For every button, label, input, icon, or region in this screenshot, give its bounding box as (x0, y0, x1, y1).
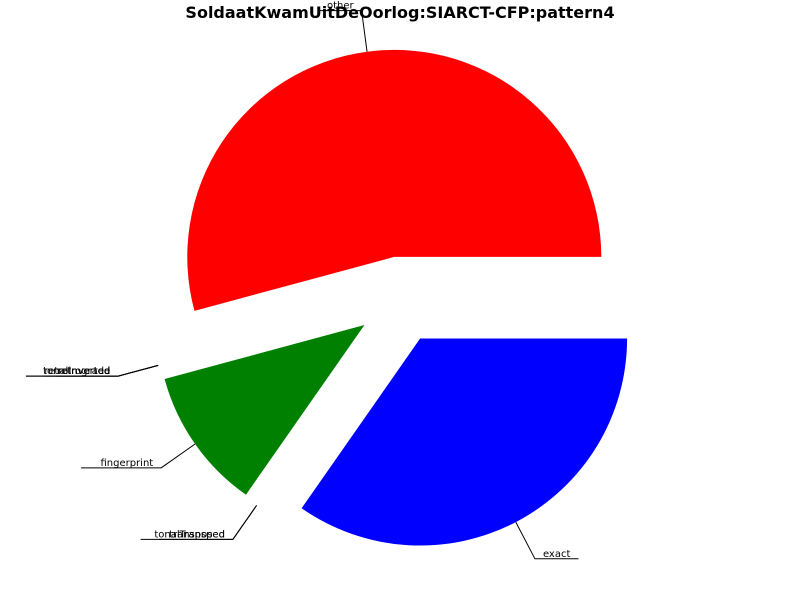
slice-exact (301, 338, 628, 546)
leader-line-other (318, 10, 368, 52)
slice-label-tonal-inverted: tonalInverted (43, 366, 110, 377)
slice-label-retrograde: retrograde (57, 366, 110, 377)
slice-other (187, 49, 602, 311)
slice-label-tonal-transped: tonalTransped (154, 529, 225, 540)
chart-title: SoldaatKwamUitDeOorlog:SIARCT-CFP:patter… (185, 3, 614, 22)
slice-label-exact: exact (543, 549, 571, 560)
slice-label-other: other (327, 1, 355, 12)
leader-line-retro-inverted (25, 364, 159, 377)
slice-label-transposed: transposed (169, 529, 225, 540)
leader-line-exact (515, 521, 579, 560)
slice-label-fingerprint: fingerprint (100, 458, 153, 469)
slice-label-inverted: inverted (69, 366, 111, 377)
leader-line-tonal-transped (140, 505, 258, 540)
pie-slices (164, 49, 628, 546)
leader-line-fingerprint (81, 443, 196, 469)
slice-fingerprint (164, 324, 365, 495)
slice-label-retro-inverted: retroInverted (44, 366, 110, 377)
